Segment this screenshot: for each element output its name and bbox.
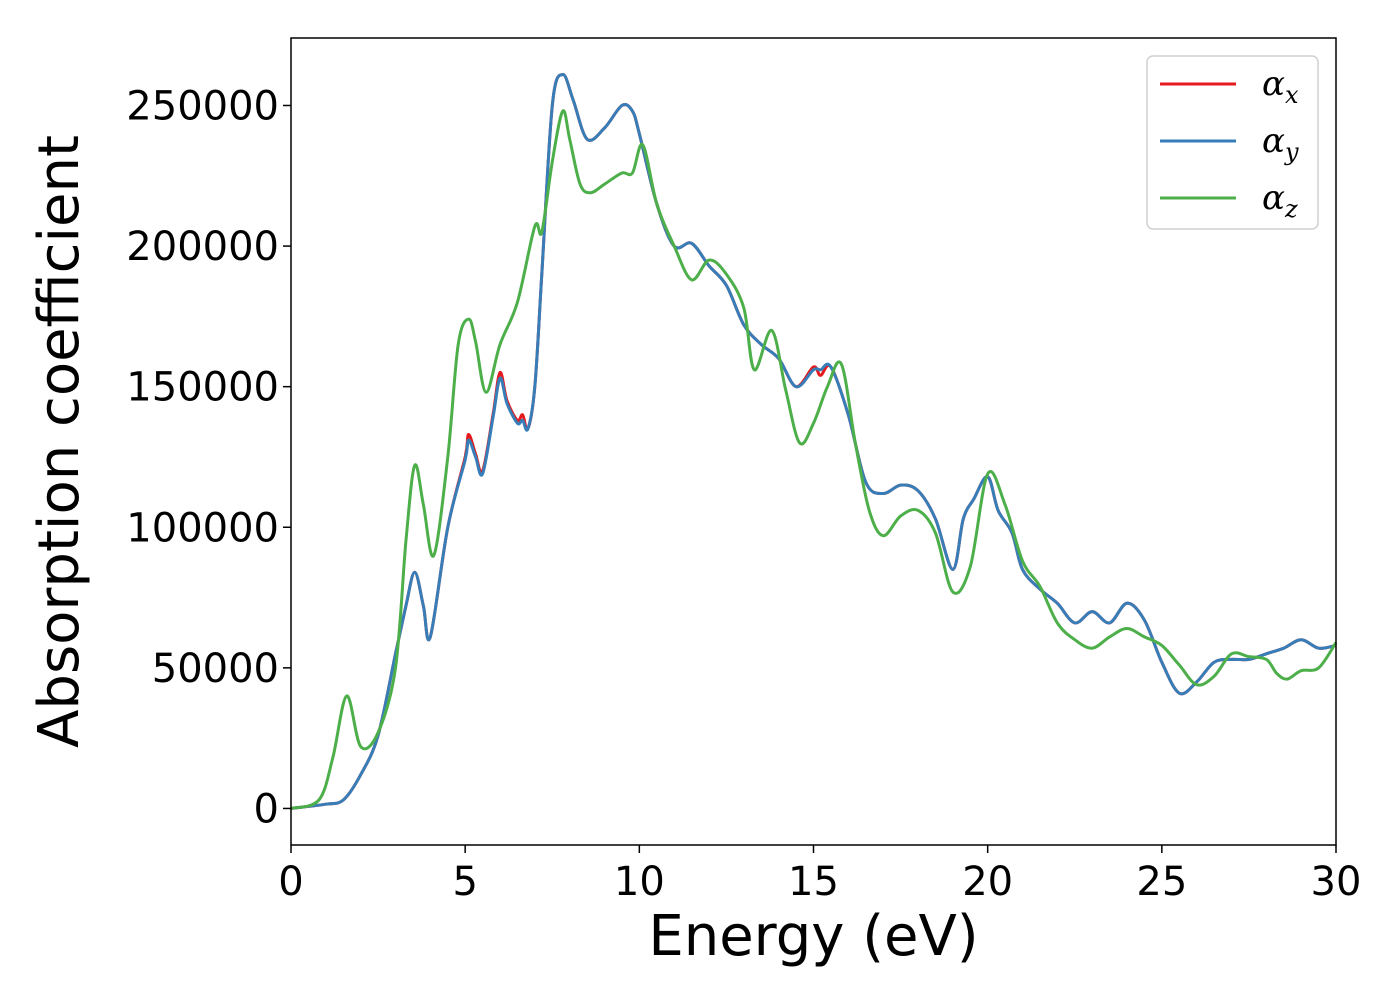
series-line-alpha-z xyxy=(290,109,1338,810)
ticks: 0 5 10 15 20 25 30 0 50000 100000 150000 200000 2500… xyxy=(126,83,1361,905)
x-tick-label: 20 xyxy=(962,859,1013,905)
plot-frame xyxy=(290,37,1337,846)
x-tick-label: 25 xyxy=(1136,859,1187,905)
x-axis-label: Energy (eV) xyxy=(648,904,978,969)
x-tick-label: 10 xyxy=(614,859,665,905)
series-lines xyxy=(290,73,1338,810)
legend-label-alpha-x: αx xyxy=(1262,64,1299,109)
legend-symbol: α xyxy=(1262,121,1285,161)
y-tick-label: 50000 xyxy=(152,646,279,692)
x-tick-label: 0 xyxy=(278,859,303,905)
legend-symbol: α xyxy=(1262,64,1285,104)
legend-label-alpha-z: αz xyxy=(1262,178,1298,223)
legend-subscript: y xyxy=(1284,138,1299,166)
y-tick-label: 150000 xyxy=(126,365,279,411)
y-axis-label: Absorption coefficient xyxy=(27,135,92,748)
series-line-alpha-y xyxy=(290,73,1337,810)
y-tick-label: 100000 xyxy=(126,505,279,551)
x-tick-label: 30 xyxy=(1311,859,1362,905)
x-tick-label: 5 xyxy=(452,859,477,905)
legend-subscript: z xyxy=(1284,195,1298,223)
y-tick-label: 250000 xyxy=(126,83,279,129)
y-tick-label: 0 xyxy=(254,786,279,832)
legend-symbol: α xyxy=(1262,178,1285,218)
legend-subscript: x xyxy=(1285,81,1299,109)
legend-label-alpha-y: αy xyxy=(1262,121,1299,166)
x-tick-label: 15 xyxy=(788,859,839,905)
y-tick-label: 200000 xyxy=(126,224,279,270)
